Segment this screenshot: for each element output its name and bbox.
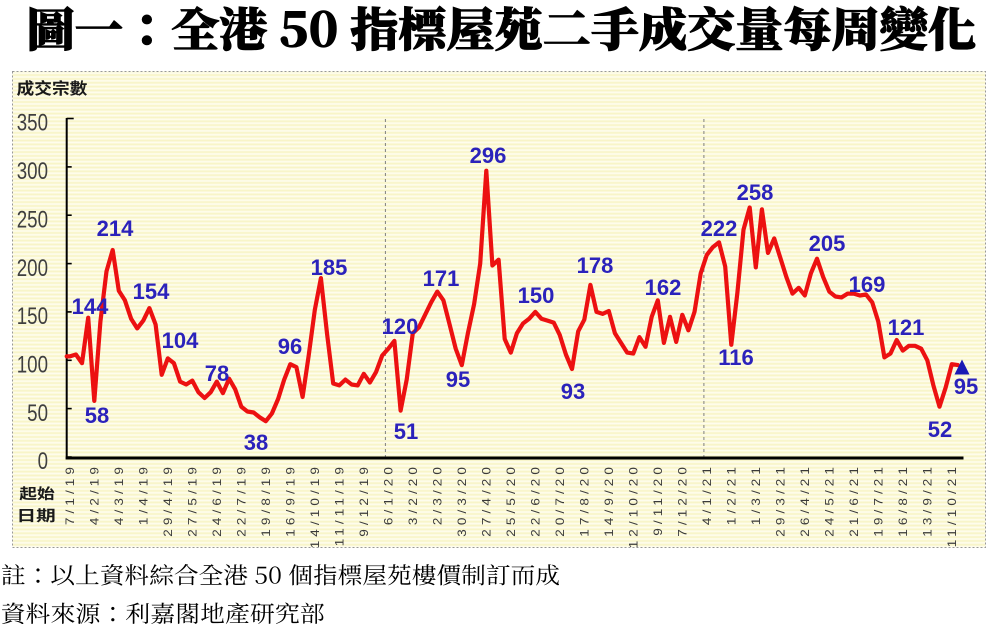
svg-text:0: 0 (38, 448, 48, 475)
svg-text:200: 200 (17, 255, 48, 282)
svg-text:7/1/19: 7/1/19 (63, 463, 77, 525)
svg-text:29/3/21: 29/3/21 (773, 463, 787, 537)
svg-text:250: 250 (17, 206, 48, 233)
svg-text:4/3/19: 4/3/19 (112, 463, 126, 525)
svg-text:13/9/21: 13/9/21 (920, 463, 934, 537)
svg-text:350: 350 (17, 110, 48, 137)
svg-text:19/7/21: 19/7/21 (871, 463, 885, 537)
svg-text:30/3/20: 30/3/20 (455, 463, 469, 537)
svg-text:38: 38 (244, 430, 268, 455)
svg-text:171: 171 (423, 266, 460, 291)
svg-text:12/10/20: 12/10/20 (626, 463, 640, 548)
svg-text:169: 169 (849, 272, 886, 297)
svg-text:22/7/19: 22/7/19 (234, 463, 248, 537)
svg-text:116: 116 (718, 345, 754, 370)
svg-text:162: 162 (645, 275, 682, 300)
svg-text:96: 96 (278, 334, 302, 359)
svg-text:20/7/20: 20/7/20 (553, 463, 567, 537)
svg-text:3/2/20: 3/2/20 (406, 463, 420, 525)
svg-text:185: 185 (311, 255, 348, 280)
svg-text:214: 214 (97, 216, 134, 241)
svg-text:154: 154 (133, 279, 170, 304)
svg-text:178: 178 (577, 253, 614, 278)
svg-text:9/11/20: 9/11/20 (651, 463, 665, 536)
svg-text:4/1/21: 4/1/21 (700, 463, 714, 525)
svg-text:4/2/19: 4/2/19 (87, 463, 101, 525)
svg-text:29/4/19: 29/4/19 (161, 463, 175, 537)
svg-text:9/12/19: 9/12/19 (357, 463, 371, 537)
svg-text:27/4/20: 27/4/20 (479, 463, 493, 537)
svg-text:21/6/21: 21/6/21 (847, 463, 861, 537)
svg-text:150: 150 (518, 283, 555, 308)
svg-text:104: 104 (162, 328, 199, 353)
svg-text:78: 78 (205, 361, 229, 386)
svg-text:22/6/20: 22/6/20 (528, 463, 542, 537)
svg-text:144: 144 (72, 294, 109, 319)
svg-text:24/5/21: 24/5/21 (822, 463, 836, 537)
svg-text:58: 58 (85, 403, 109, 428)
svg-text:6/1/20: 6/1/20 (381, 463, 395, 525)
svg-text:150: 150 (17, 303, 48, 330)
svg-text:25/5/20: 25/5/20 (504, 463, 518, 537)
svg-text:27/5/19: 27/5/19 (185, 463, 199, 537)
svg-text:52: 52 (928, 417, 952, 442)
svg-text:300: 300 (17, 158, 48, 185)
svg-text:11/10/21: 11/10/21 (945, 463, 959, 547)
svg-text:205: 205 (809, 231, 846, 256)
svg-text:1/3/21: 1/3/21 (749, 463, 763, 525)
svg-text:24/6/19: 24/6/19 (210, 463, 224, 537)
svg-text:258: 258 (737, 180, 774, 205)
svg-text:296: 296 (470, 143, 507, 168)
svg-text:222: 222 (701, 216, 738, 241)
svg-text:95: 95 (446, 367, 470, 392)
svg-text:16/8/21: 16/8/21 (896, 463, 910, 537)
svg-text:1/4/19: 1/4/19 (136, 463, 150, 525)
svg-text:121: 121 (888, 315, 925, 340)
svg-text:26/4/21: 26/4/21 (798, 463, 812, 537)
svg-text:7/12/20: 7/12/20 (675, 463, 689, 537)
svg-text:95: 95 (954, 374, 978, 399)
svg-text:120: 120 (382, 314, 419, 339)
svg-text:51: 51 (394, 419, 418, 444)
svg-text:14/9/20: 14/9/20 (602, 463, 616, 537)
svg-text:16/9/19: 16/9/19 (283, 463, 297, 537)
svg-text:93: 93 (561, 379, 585, 404)
svg-text:14/10/19: 14/10/19 (308, 463, 322, 548)
svg-text:17/8/20: 17/8/20 (577, 463, 591, 537)
svg-text:19/8/19: 19/8/19 (259, 463, 273, 537)
svg-text:2/3/20: 2/3/20 (430, 463, 444, 525)
svg-text:11/11/19: 11/11/19 (332, 463, 346, 546)
svg-text:100: 100 (17, 351, 48, 378)
svg-text:50: 50 (27, 400, 48, 427)
svg-text:1/2/21: 1/2/21 (724, 463, 738, 525)
